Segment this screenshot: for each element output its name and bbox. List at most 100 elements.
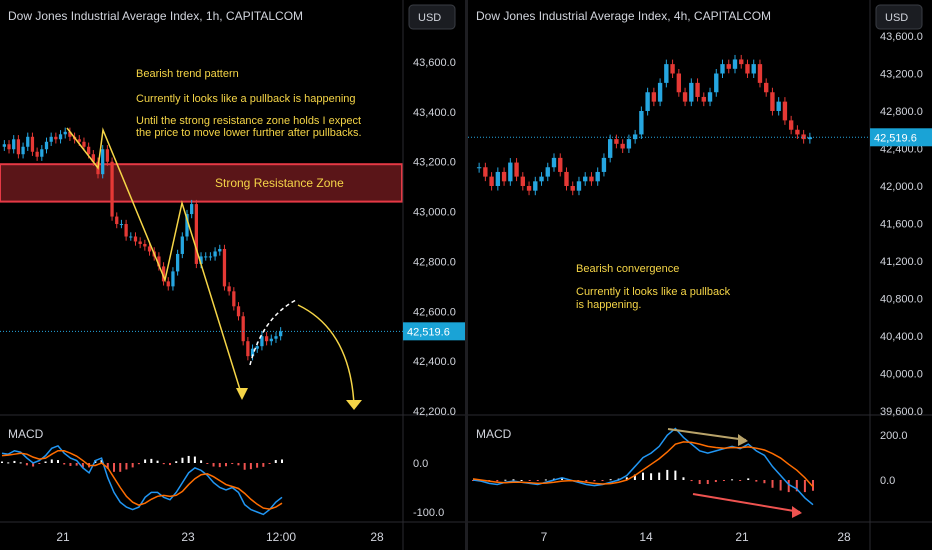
candle-body: [795, 129, 800, 135]
macd-histogram-bar: [268, 463, 271, 464]
candle-body: [657, 82, 663, 102]
candle-body: [807, 137, 813, 140]
macd-histogram-bar: [69, 463, 72, 466]
macd-histogram-bar: [181, 457, 184, 463]
macd-histogram-bar: [544, 479, 547, 481]
macd-histogram-bar: [812, 480, 814, 491]
x-tick-label: 28: [837, 530, 851, 544]
macd-line: [472, 427, 814, 506]
annotation-text: is happening.: [576, 299, 641, 311]
macd-label: MACD: [476, 427, 512, 441]
macd-histogram-bar: [119, 463, 122, 472]
macd-histogram-bar: [706, 480, 709, 485]
macd-histogram-bar: [125, 463, 128, 470]
candle-body: [583, 176, 588, 182]
y-tick-label: 43,000.0: [413, 207, 456, 219]
macd-histogram-bar: [256, 463, 259, 468]
candle-body: [720, 64, 725, 74]
candle-body: [508, 162, 513, 182]
divergence-arrowhead-top: [738, 434, 748, 446]
signal-line: [472, 441, 814, 488]
candle-body: [68, 131, 72, 137]
candle-body: [250, 348, 255, 357]
candle-body: [489, 176, 494, 186]
macd-histogram-bar: [144, 459, 147, 463]
candle-body: [632, 134, 638, 140]
candle-body: [607, 139, 613, 158]
macd-histogram-bar: [281, 459, 283, 463]
candle-body: [714, 73, 719, 93]
macd-histogram-bar: [243, 463, 246, 470]
usd-button: [408, 4, 456, 30]
candle-body: [776, 101, 781, 111]
candle-body: [757, 64, 763, 83]
macd-histogram-bar: [81, 463, 84, 468]
candle-body: [133, 236, 138, 242]
candle-body: [564, 171, 569, 186]
macd-histogram-bar: [609, 479, 612, 481]
macd-histogram-bar: [150, 458, 153, 463]
macd-histogram-bar: [593, 480, 596, 482]
macd-histogram-bar: [658, 472, 661, 480]
macd-histogram-bar: [642, 472, 644, 480]
y-tick-label: 43,200.0: [413, 157, 456, 169]
x-tick-label: 28: [370, 530, 384, 544]
usd-button-label: USD: [885, 12, 908, 24]
candle-body: [77, 139, 81, 142]
annotation-text: Until the strong resistance zone holds I…: [136, 115, 361, 127]
macd-histogram-bar: [496, 480, 499, 482]
candle-body: [58, 134, 63, 140]
candle-body: [232, 291, 236, 307]
projected-decline-path: [297, 304, 355, 406]
y-tick-label: 42,800.0: [413, 256, 456, 268]
macd-histogram-bar: [249, 463, 252, 470]
annotation-text: the price to move lower further after pu…: [136, 127, 362, 139]
candle-body: [44, 141, 49, 150]
macd-histogram-bar: [803, 480, 806, 493]
candle-body: [208, 256, 213, 258]
macd-histogram-bar: [187, 455, 190, 463]
candle-body: [764, 82, 769, 93]
macd-histogram-bar: [63, 463, 66, 465]
chart-4h: 43,600.0 43,200.0 42,800.0 42,400.0 42,000.0…: [468, 0, 932, 550]
candle-body: [161, 266, 166, 282]
y-tick-label: 41,600.0: [880, 219, 923, 231]
resistance-zone: [0, 163, 403, 203]
macd-histogram-bar: [504, 479, 507, 481]
candle-body: [545, 167, 550, 177]
candle-body: [570, 186, 575, 191]
candle-body: [651, 92, 657, 102]
candle-body: [30, 136, 35, 152]
candle-body: [49, 136, 53, 142]
candle-body: [558, 157, 563, 172]
annotation-text: Currently it looks like a pullback: [576, 286, 731, 298]
chart-title: Dow Jones Industrial Average Index, 4h, …: [476, 9, 771, 23]
panel-separator[interactable]: [465, 0, 468, 550]
candle-body: [260, 336, 264, 347]
candle-body: [255, 346, 259, 349]
macd-histogram-bar: [32, 463, 35, 467]
macd-histogram-bar: [755, 480, 758, 482]
candle-body: [595, 171, 600, 182]
candle-body: [533, 181, 538, 191]
macd-histogram-bar: [106, 463, 109, 469]
candle-body: [269, 338, 273, 342]
candle-body: [204, 256, 208, 258]
macd-histogram-bar: [193, 456, 196, 463]
macd-histogram-bar: [698, 480, 701, 485]
candle-body: [157, 256, 161, 267]
candle-body: [7, 144, 11, 150]
candle-body: [664, 64, 669, 83]
last-price-badge: [870, 128, 932, 147]
candle-body: [279, 331, 283, 337]
y-tick-label: 43,600.0: [880, 31, 923, 43]
macd-histogram-bar: [44, 461, 47, 463]
candle-body: [745, 64, 750, 74]
candle-body: [601, 157, 607, 172]
candle-body: [35, 151, 39, 157]
candle-body: [241, 316, 245, 342]
x-tick-label: 12:00: [266, 530, 296, 544]
candle-body: [645, 92, 650, 111]
candle-body: [166, 281, 170, 287]
macd-histogram-bar: [137, 463, 140, 465]
